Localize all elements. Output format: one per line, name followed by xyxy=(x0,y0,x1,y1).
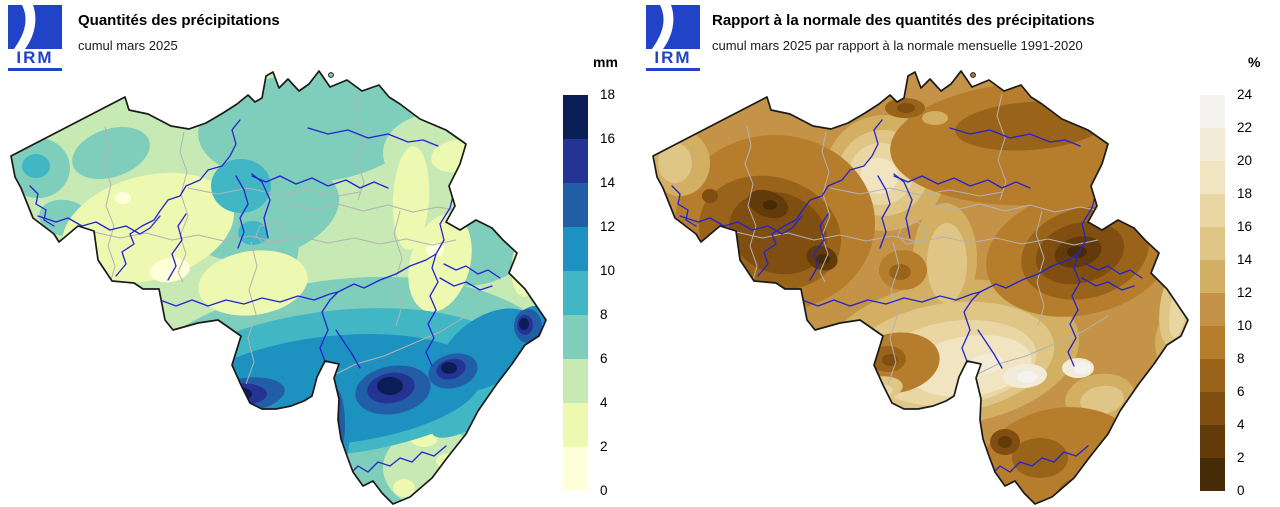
legend-color-band xyxy=(1200,95,1225,128)
legend-tick-label: 12 xyxy=(600,219,616,234)
precipitation-legend: 18 16 14 12 10 8 6 4 2 0 xyxy=(563,87,647,498)
irm-logo-text: IRM xyxy=(646,49,700,71)
legend-tick-label: 16 xyxy=(600,131,616,146)
legend-color-band xyxy=(563,315,588,359)
legend-color-band xyxy=(1200,359,1225,392)
irm-logo-text: IRM xyxy=(8,49,62,71)
legend-tick-label: 0 xyxy=(600,483,608,498)
baarle-enclave-dot xyxy=(328,72,334,78)
precipitation-amount-map xyxy=(10,70,547,505)
legend-tick-label: 2 xyxy=(1237,450,1245,465)
left-map-title: Quantités des précipitations xyxy=(78,12,280,29)
legend-color-band xyxy=(563,359,588,403)
baarle-enclave-dot xyxy=(970,72,976,78)
legend-color-band xyxy=(1200,128,1225,161)
right-legend-unit-label: % xyxy=(1248,54,1261,70)
ratio-legend: 24 22 20 18 16 14 12 10 8 6 4 2 0 xyxy=(1200,87,1280,498)
legend-tick-label: 4 xyxy=(600,395,608,410)
irm-logo-emblem-icon xyxy=(8,5,62,49)
legend-tick-label: 8 xyxy=(1237,351,1245,366)
legend-color-band xyxy=(1200,392,1225,425)
legend-tick-label: 20 xyxy=(1237,153,1253,168)
legend-color-band xyxy=(1200,458,1225,491)
legend-tick-label: 24 xyxy=(1237,87,1253,102)
legend-color-band xyxy=(563,271,588,315)
legend-color-band xyxy=(563,183,588,227)
left-map-subtitle: cumul mars 2025 xyxy=(78,38,178,53)
precipitation-ratio-map xyxy=(652,70,1189,505)
legend-tick-label: 14 xyxy=(1237,252,1253,267)
legend-color-band xyxy=(1200,260,1225,293)
legend-tick-label: 12 xyxy=(1237,285,1253,300)
right-map-subtitle: cumul mars 2025 par rapport à la normale… xyxy=(712,38,1083,53)
legend-color-band xyxy=(1200,194,1225,227)
legend-tick-label: 18 xyxy=(1237,186,1253,201)
legend-tick-label: 4 xyxy=(1237,417,1245,432)
legend-color-band xyxy=(1200,227,1225,260)
irm-logo-emblem-icon xyxy=(646,5,700,49)
right-map-title: Rapport à la normale des quantités des p… xyxy=(712,12,1095,29)
legend-tick-label: 16 xyxy=(1237,219,1253,234)
irm-logo: IRM xyxy=(8,5,62,71)
legend-color-band xyxy=(1200,425,1225,458)
legend-tick-label: 22 xyxy=(1237,120,1253,135)
legend-color-band xyxy=(1200,293,1225,326)
legend-color-band xyxy=(1200,161,1225,194)
legend-tick-label: 10 xyxy=(600,263,616,278)
legend-tick-label: 14 xyxy=(600,175,616,190)
legend-color-band xyxy=(563,139,588,183)
legend-tick-label: 2 xyxy=(600,439,608,454)
legend-tick-label: 18 xyxy=(600,87,616,102)
legend-color-band xyxy=(563,403,588,447)
legend-color-band xyxy=(563,447,588,491)
legend-tick-label: 6 xyxy=(1237,384,1245,399)
legend-color-band xyxy=(1200,326,1225,359)
legend-color-band xyxy=(563,227,588,271)
irm-logo: IRM xyxy=(646,5,700,71)
legend-tick-label: 10 xyxy=(1237,318,1253,333)
left-legend-unit-label: mm xyxy=(593,54,618,70)
legend-tick-label: 0 xyxy=(1237,483,1245,498)
legend-tick-label: 8 xyxy=(600,307,608,322)
legend-tick-label: 6 xyxy=(600,351,608,366)
legend-color-band xyxy=(563,95,588,139)
